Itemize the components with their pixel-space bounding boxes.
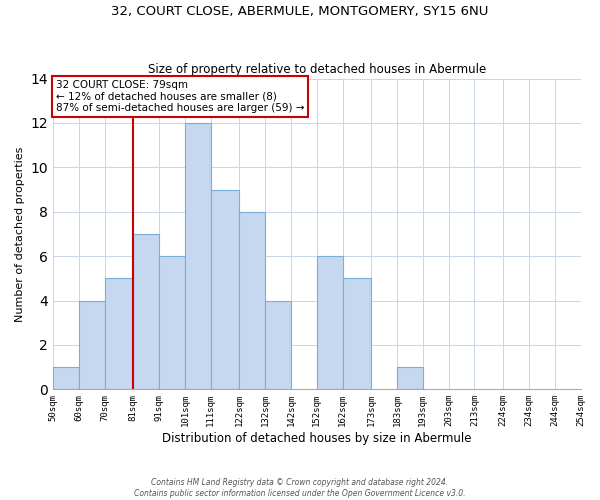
Text: Contains HM Land Registry data © Crown copyright and database right 2024.
Contai: Contains HM Land Registry data © Crown c… bbox=[134, 478, 466, 498]
Text: 32 COURT CLOSE: 79sqm
← 12% of detached houses are smaller (8)
87% of semi-detac: 32 COURT CLOSE: 79sqm ← 12% of detached … bbox=[56, 80, 304, 114]
Bar bbox=[53, 367, 79, 390]
Bar bbox=[133, 234, 159, 390]
Bar bbox=[79, 300, 105, 390]
Bar bbox=[397, 367, 423, 390]
Bar bbox=[159, 256, 185, 390]
Bar bbox=[185, 123, 211, 390]
Bar bbox=[317, 256, 343, 390]
X-axis label: Distribution of detached houses by size in Abermule: Distribution of detached houses by size … bbox=[162, 432, 472, 445]
Bar bbox=[343, 278, 371, 390]
Y-axis label: Number of detached properties: Number of detached properties bbox=[15, 146, 25, 322]
Bar bbox=[239, 212, 265, 390]
Bar bbox=[265, 300, 291, 390]
Bar bbox=[105, 278, 133, 390]
Text: 32, COURT CLOSE, ABERMULE, MONTGOMERY, SY15 6NU: 32, COURT CLOSE, ABERMULE, MONTGOMERY, S… bbox=[112, 5, 488, 18]
Bar bbox=[211, 190, 239, 390]
Title: Size of property relative to detached houses in Abermule: Size of property relative to detached ho… bbox=[148, 63, 486, 76]
